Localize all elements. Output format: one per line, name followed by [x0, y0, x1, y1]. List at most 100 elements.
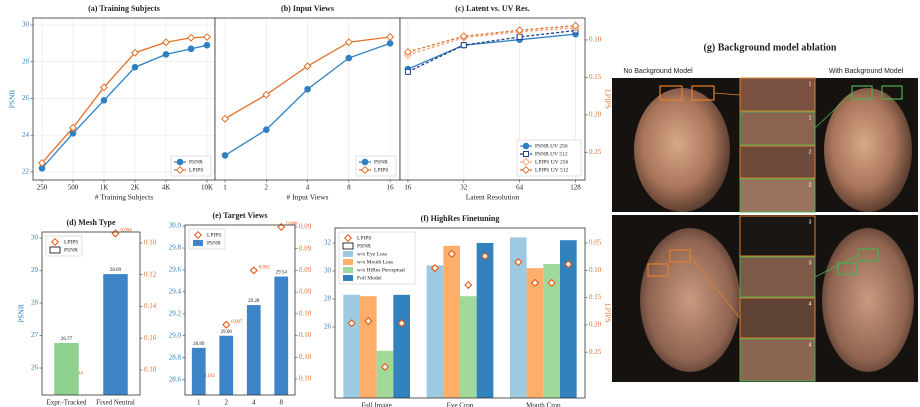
x-tick-label: 1 [197, 399, 201, 407]
inset [740, 78, 815, 111]
marker [188, 46, 194, 52]
bar [477, 243, 494, 398]
face [634, 88, 730, 212]
chart-title: (e) Target Views [212, 211, 267, 220]
y2-tick-label: 0.09 [299, 244, 312, 252]
inset [740, 146, 815, 178]
panel-label: With Background Model [829, 68, 904, 75]
y2-tick-label: 0.10 [299, 309, 312, 317]
x-axis-label: # Training Subjects [95, 193, 153, 202]
inset-number: 3 [809, 219, 812, 225]
y2-tick-label: 0.10 [144, 239, 157, 247]
marker [523, 143, 529, 149]
legend-label: LPIPS UV 256 [535, 159, 568, 165]
legend-patch [193, 240, 203, 246]
inset-number: 1 [809, 81, 812, 87]
value-label: 29.54 [276, 271, 288, 276]
bar [343, 295, 360, 398]
figure: (g) Background model ablation No Backgro… [0, 0, 920, 407]
y2-tick-label: 0.15 [589, 73, 602, 81]
x-tick-label: Expr.-Tracked [47, 399, 87, 407]
y-tick-label: 24 [22, 131, 30, 139]
value-label: 0.088 [286, 222, 298, 227]
marker [263, 127, 269, 133]
y-tick-label: 28 [22, 57, 30, 65]
y2-tick-label: 0.09 [299, 288, 312, 296]
chart-title: (c) Latent vs. UV Res. [455, 4, 530, 13]
y-axis-label: PSNR [17, 304, 26, 323]
plot-area [33, 18, 215, 180]
marker [222, 153, 228, 159]
marker [405, 69, 410, 74]
legend-patch [343, 275, 353, 281]
panel-label: No Background Model [623, 68, 693, 75]
y2-tick-label: 0.12 [144, 270, 157, 278]
x-tick-label: 10K [201, 184, 213, 192]
y-tick-label: 28 [31, 299, 39, 307]
marker [362, 159, 368, 165]
marker [346, 55, 352, 61]
bar [247, 305, 261, 395]
bar [443, 246, 460, 398]
x-tick-label: 4 [252, 399, 256, 407]
value-label: 28.89 [110, 268, 122, 273]
inset-number: 2 [809, 182, 812, 188]
y-tick-label: 28.6 [169, 375, 182, 383]
marker [387, 41, 393, 47]
chart-title: (b) Input Views [281, 4, 334, 13]
y2-tick-label: 0.09 [299, 223, 312, 231]
marker [163, 52, 169, 58]
page: {"chart_data": [ {"type": "line", "title… [0, 0, 920, 407]
x-tick-label: Fixed Neutral [96, 399, 135, 407]
y-tick-label: 28 [324, 295, 332, 303]
inset-number: 1 [809, 115, 812, 121]
legend-label: PSNR UV 512 [535, 151, 568, 157]
y-tick-label: 29.6 [169, 266, 182, 274]
legend-label: w/o Mouth Loss [357, 259, 393, 265]
panel-g: (g) Background model ablation No Backgro… [612, 42, 918, 382]
y-tick-label: 22 [22, 168, 30, 176]
y-axis-label: PSNR [8, 90, 17, 109]
y-tick-label: 32 [324, 239, 332, 247]
y-tick-label: 26 [22, 94, 30, 102]
x-tick-label: 500 [68, 184, 79, 192]
inset-number: 4 [809, 301, 812, 307]
marker [305, 86, 311, 92]
legend-label: PSNR UV 256 [535, 143, 568, 149]
legend-label: w/o Eye Loss [357, 251, 387, 257]
legend-label: PSNR [189, 159, 203, 165]
marker [524, 152, 529, 157]
inset [740, 298, 815, 338]
legend-label: LPIPS [374, 167, 388, 173]
legend-label: PSNR [374, 159, 388, 165]
inset [740, 216, 815, 256]
bar [103, 274, 128, 395]
y-tick-label: 28.8 [169, 353, 182, 361]
marker [461, 43, 466, 48]
inset [740, 257, 815, 297]
y-tick-label: 30 [22, 21, 30, 29]
x-tick-label: 64 [516, 184, 524, 192]
marker [132, 64, 138, 70]
value-label: 28.89 [193, 342, 205, 347]
value-label: 26.77 [61, 337, 73, 342]
x-tick-label: Full Image [361, 402, 392, 407]
bar [360, 296, 377, 398]
y2-tick-label: 0.18 [144, 366, 157, 374]
y2-tick-label: 0.20 [589, 111, 602, 119]
legend-patch [343, 251, 353, 257]
y-tick-label: 30 [324, 267, 332, 275]
x-tick-label: 2K [131, 184, 140, 192]
x-tick-label: 8 [347, 184, 351, 192]
legend-label: PSNR [207, 240, 221, 246]
legend-label: LPIPS UV 512 [535, 167, 568, 173]
bar [427, 265, 444, 398]
y2-tick-label: 0.05 [589, 239, 602, 247]
x-tick-label: 32 [460, 184, 468, 192]
x-tick-label: 4K [162, 184, 171, 192]
legend-patch [50, 247, 60, 253]
x-tick-label: 1K [100, 184, 109, 192]
value-label: 0.097 [231, 320, 243, 325]
chart-title: (f) HighRes Finetuning [421, 214, 500, 223]
value-label: 29.28 [248, 299, 260, 304]
